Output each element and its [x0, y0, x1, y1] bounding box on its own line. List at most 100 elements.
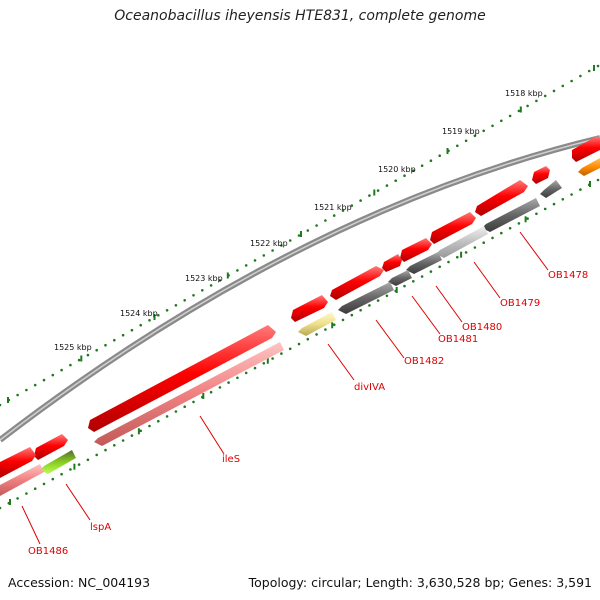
scale-dot	[253, 259, 257, 262]
scale-dot	[165, 415, 169, 418]
scale-dot	[113, 444, 116, 447]
scale-dot	[288, 347, 292, 351]
scale-dot	[596, 178, 600, 182]
scale-dot	[359, 199, 362, 202]
scale-dot	[51, 373, 55, 377]
accession-text: Accession: NC_004193	[8, 575, 151, 590]
scale-dot	[306, 229, 310, 232]
scale-dot	[587, 69, 591, 73]
scale-ticks-outer	[7, 65, 595, 403]
gene-reverse-ob1481[interactable]	[388, 270, 412, 286]
scale-dot	[332, 214, 336, 217]
gene-reverse-divIVA[interactable]	[298, 312, 336, 336]
scale-dot	[174, 304, 178, 307]
gene-forward-ob1482[interactable]	[330, 266, 384, 300]
scale-dot	[526, 217, 529, 220]
scale-dot	[104, 448, 107, 452]
gene-forward-ob1480[interactable]	[430, 212, 476, 244]
scale-dot	[473, 246, 477, 249]
gene-reverse-ob1478[interactable]	[540, 180, 562, 198]
scale-dot	[341, 209, 345, 212]
gene-forward-ob1486[interactable]	[0, 447, 36, 478]
scale-dot	[253, 366, 257, 370]
scale-dot	[491, 236, 494, 240]
gene-reverse-ob1486[interactable]	[0, 464, 44, 496]
scale-dot	[236, 269, 239, 272]
scale-dot	[368, 194, 371, 197]
scale-dot	[157, 314, 160, 317]
scale-dot	[359, 308, 362, 312]
gene-forward-lspA[interactable]	[34, 434, 68, 460]
scale-dot	[95, 348, 98, 352]
gene-reverse-orange[interactable]	[578, 158, 600, 176]
scale-dot	[438, 265, 442, 269]
kbp-label-1520: 1520 kbp	[378, 165, 416, 174]
map-title: Oceanobacillus iheyensis HTE831, complet…	[114, 8, 486, 24]
scale-dot	[429, 270, 433, 273]
scale-dot	[561, 198, 565, 201]
scale-dot	[95, 453, 98, 457]
gene-reverse-ob1479b[interactable]	[436, 226, 488, 258]
scale-dot	[280, 352, 283, 355]
scale-dot	[376, 189, 380, 192]
gene-forward-ileS[interactable]	[88, 325, 276, 432]
scale-dot	[385, 184, 389, 187]
scale-dot	[412, 280, 415, 283]
scale-dot	[324, 328, 327, 331]
gene-reverse-ob1482[interactable]	[338, 282, 394, 314]
scale-dot	[113, 338, 116, 342]
scale-dot	[86, 353, 90, 357]
scale-dot	[236, 376, 239, 380]
scale-dot	[262, 254, 266, 257]
scale-dot	[500, 231, 503, 235]
scale-dot	[491, 124, 494, 128]
scale-dot	[456, 255, 459, 259]
scale-dot	[403, 284, 406, 288]
gene-reverse-ob1479a[interactable]	[482, 198, 540, 232]
gene-label-ileS: ileS	[222, 454, 240, 465]
kbp-label-1522: 1522 kbp	[250, 239, 288, 248]
scale-dot	[104, 343, 107, 347]
scale-dot	[288, 239, 292, 242]
scale-dot	[350, 204, 354, 207]
kbp-label-1524: 1524 kbp	[120, 309, 158, 318]
gene-forward-ob1479[interactable]	[475, 180, 528, 216]
gene-forward-divIVA[interactable]	[291, 295, 328, 322]
gene-reverse-ileS[interactable]	[94, 342, 284, 446]
gene-forward-edge[interactable]	[572, 136, 600, 162]
gene-forward-ob1478[interactable]	[532, 166, 550, 184]
scale-dot	[218, 279, 222, 282]
scale-dot	[508, 114, 512, 118]
gene-reverse-lspA[interactable]	[40, 450, 76, 474]
gene-forward-small[interactable]	[382, 254, 402, 272]
scale-dot	[148, 424, 151, 428]
scale-dot	[420, 164, 424, 167]
scale-dot	[570, 79, 573, 83]
scale-dot	[244, 264, 248, 267]
scale-dot	[51, 477, 55, 481]
scale-dots-outer	[0, 64, 600, 407]
scale-dot	[526, 104, 529, 108]
scale-dot	[315, 224, 318, 227]
scale-dot	[139, 429, 142, 433]
scale-dot	[482, 241, 486, 244]
scale-dot	[130, 328, 134, 332]
scale-dot	[332, 323, 336, 327]
scale-dot	[596, 64, 600, 68]
gene-reverse-ob1480[interactable]	[406, 252, 442, 274]
scale-dot	[535, 212, 538, 216]
gene-leader-lines	[21, 231, 549, 545]
gene-label-ob1478: OB1478	[548, 270, 588, 281]
scale-dot	[227, 381, 230, 384]
scale-dot	[0, 403, 2, 407]
gene-forward-ob1481[interactable]	[400, 238, 432, 262]
scale-dot	[420, 275, 424, 278]
gene-label-ob1481: OB1481	[438, 334, 478, 345]
scale-dot	[350, 313, 354, 317]
scale-dot	[86, 458, 90, 462]
kbp-label-1518: 1518 kbp	[505, 89, 543, 98]
genome-backbone	[0, 135, 600, 443]
scale-dot	[403, 174, 406, 177]
scale-dot	[183, 405, 186, 409]
